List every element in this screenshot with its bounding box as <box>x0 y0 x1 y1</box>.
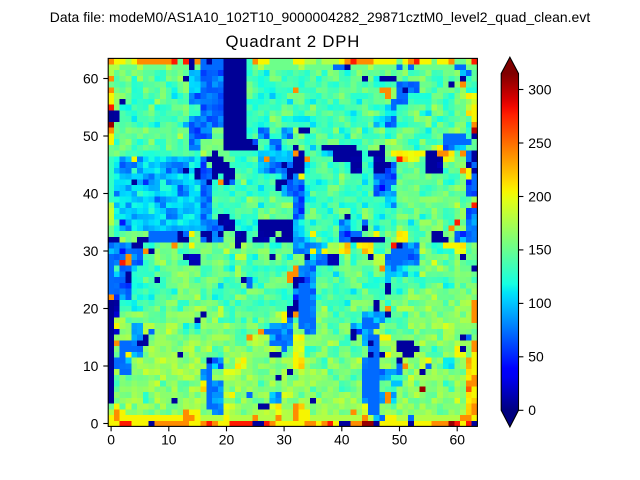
svg-text:0: 0 <box>107 432 115 448</box>
svg-text:200: 200 <box>528 188 551 204</box>
svg-text:150: 150 <box>528 242 551 258</box>
svg-text:40: 40 <box>83 185 99 201</box>
svg-text:0: 0 <box>528 402 536 418</box>
svg-text:250: 250 <box>528 135 551 151</box>
svg-text:20: 20 <box>83 300 99 316</box>
svg-text:300: 300 <box>528 81 551 97</box>
svg-text:20: 20 <box>219 432 235 448</box>
svg-text:10: 10 <box>83 358 99 374</box>
svg-text:0: 0 <box>91 415 99 431</box>
svg-text:30: 30 <box>276 432 292 448</box>
svg-text:50: 50 <box>392 432 408 448</box>
svg-text:40: 40 <box>334 432 350 448</box>
svg-text:60: 60 <box>449 432 465 448</box>
svg-text:50: 50 <box>528 349 544 365</box>
svg-text:60: 60 <box>83 70 99 86</box>
svg-text:30: 30 <box>83 243 99 259</box>
svg-text:100: 100 <box>528 295 551 311</box>
svg-text:50: 50 <box>83 128 99 144</box>
svg-text:10: 10 <box>161 432 177 448</box>
